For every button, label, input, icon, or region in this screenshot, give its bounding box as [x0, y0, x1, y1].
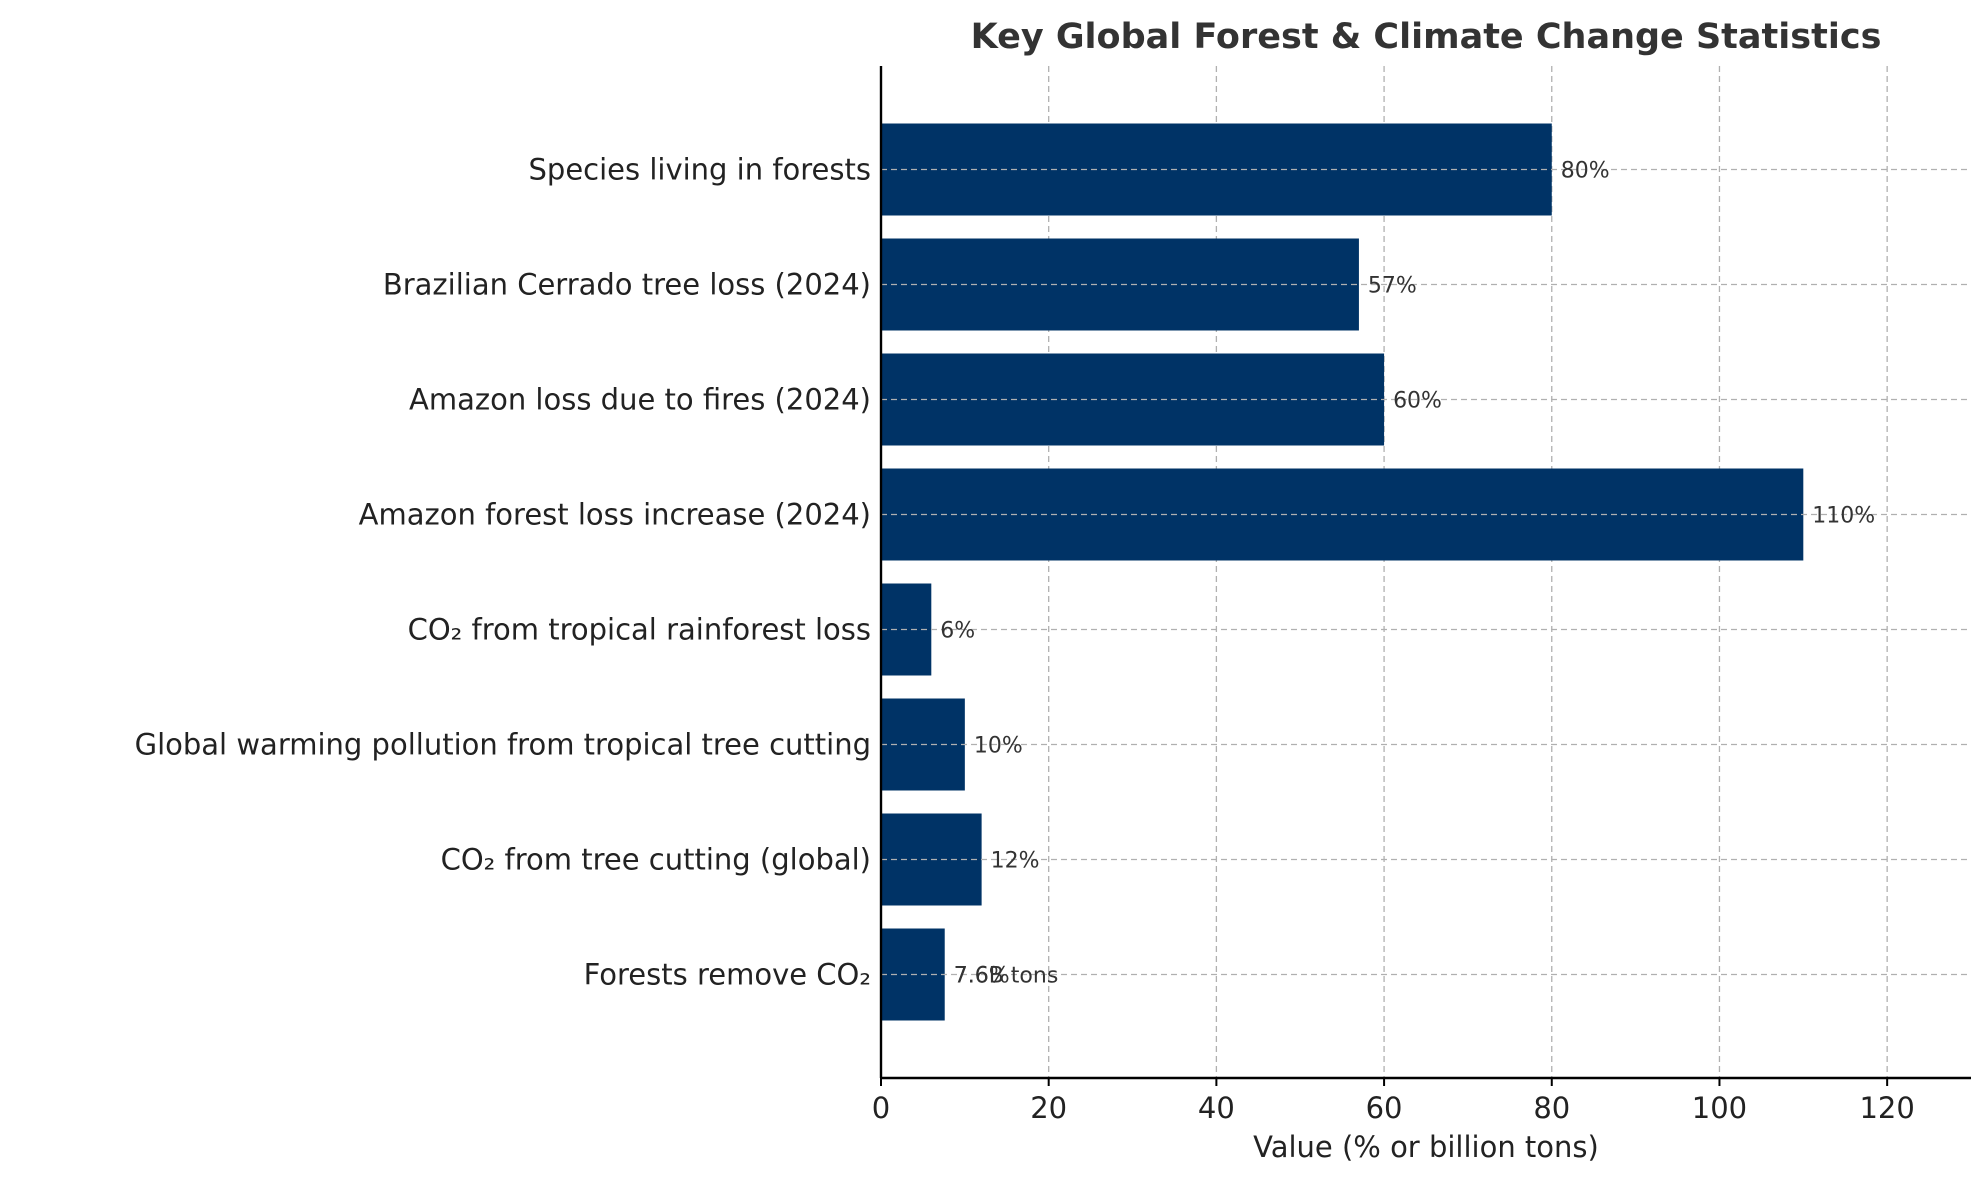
x-axis-title: Value (% or billion tons) — [1253, 1130, 1599, 1164]
x-tick-label: 0 — [872, 1091, 890, 1125]
category-label: CO₂ from tree cutting (global) — [441, 843, 871, 877]
category-label: Forests remove CO₂ — [584, 958, 871, 992]
bar — [881, 238, 1359, 331]
data-label: 7.6B tons — [954, 964, 1059, 989]
data-label: 10% — [974, 734, 1023, 759]
x-tick-label: 120 — [1859, 1091, 1914, 1125]
category-labels: Species living in forests Brazilian Cerra… — [135, 153, 871, 992]
x-tick-label: 100 — [1692, 1091, 1747, 1125]
category-label: Brazilian Cerrado tree loss (2024) — [383, 268, 871, 302]
bars — [881, 123, 1804, 1021]
category-label: Amazon loss due to fires (2024) — [409, 383, 871, 417]
data-label: 110% — [1812, 504, 1875, 529]
data-label: 60% — [1393, 389, 1442, 414]
data-label-extra: 7.6% — [954, 964, 1010, 989]
x-tick-label: 40 — [1198, 1091, 1235, 1125]
category-label: Species living in forests — [529, 153, 872, 187]
x-tick-label: 60 — [1366, 1091, 1403, 1125]
category-label: Amazon forest loss increase (2024) — [359, 498, 871, 532]
axes: 0 20 40 60 80 100 120 — [872, 66, 1971, 1125]
data-label: 6% — [940, 619, 975, 644]
x-tick-label: 80 — [1533, 1091, 1570, 1125]
grid — [880, 66, 1888, 1078]
x-tick-label: 20 — [1030, 1091, 1067, 1125]
data-label: 80% — [1561, 159, 1610, 184]
category-label: CO₂ from tropical rainforest loss — [408, 613, 871, 647]
chart-title: Key Global Forest & Climate Change Stati… — [971, 17, 1882, 57]
category-label: Global warming pollution from tropical t… — [135, 728, 871, 762]
data-label: 12% — [991, 849, 1040, 874]
data-label: 57% — [1368, 274, 1417, 299]
